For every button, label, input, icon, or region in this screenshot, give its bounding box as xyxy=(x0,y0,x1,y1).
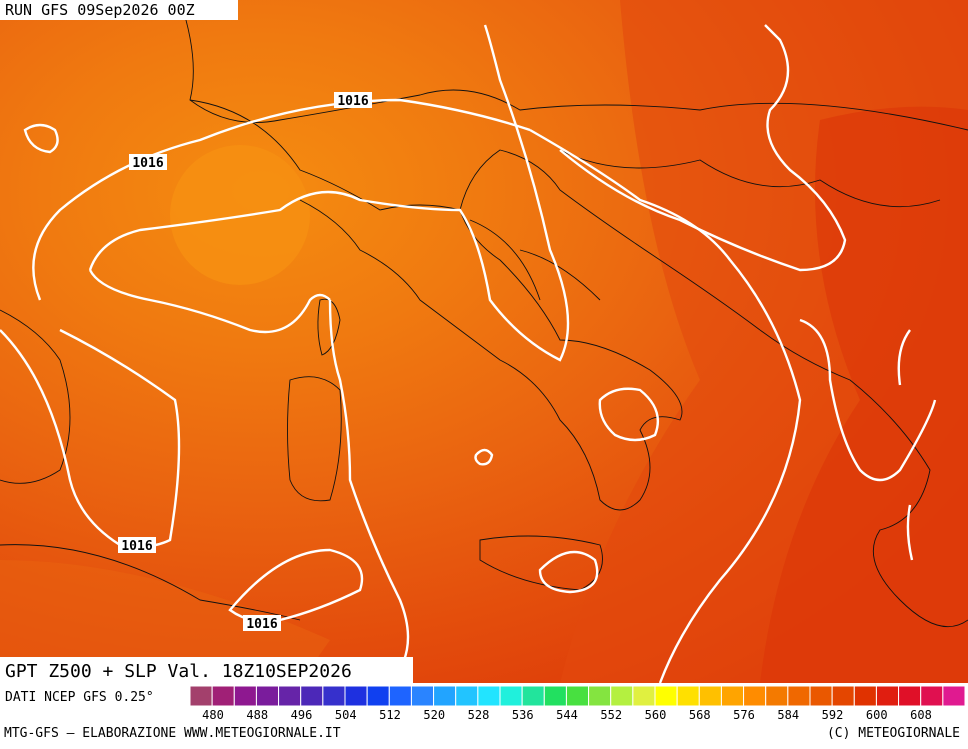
colorbar-swatch xyxy=(433,685,457,707)
colorbar-swatch xyxy=(211,685,235,707)
colorbar-label: 536 xyxy=(512,708,534,722)
isobar-label: 1016 xyxy=(121,539,152,554)
colorbar-label: 576 xyxy=(733,708,755,722)
colorbar-swatch xyxy=(632,685,656,707)
colorbar-label: 568 xyxy=(689,708,711,722)
colorbar-swatch xyxy=(366,685,390,707)
colorbar-swatch xyxy=(189,685,213,707)
isobar-label-box xyxy=(243,615,281,631)
colorbar-swatch xyxy=(255,685,280,707)
isobar-label: 1016 xyxy=(246,617,277,632)
colorbar-swatch xyxy=(410,685,435,707)
field-band xyxy=(170,145,310,285)
colorbar-label: 608 xyxy=(910,708,932,722)
colorbar-swatch xyxy=(809,685,833,707)
colorbar-swatch xyxy=(388,685,412,707)
copyright: (C) METEOGIORNALE xyxy=(827,726,960,741)
colorbar-swatch xyxy=(787,685,811,707)
isobar-label-box xyxy=(129,154,167,170)
field-band xyxy=(0,560,330,683)
colorbar-swatch xyxy=(322,685,346,707)
colorbar-label: 520 xyxy=(423,708,445,722)
colorbar-swatch xyxy=(344,685,368,707)
colorbar-swatch xyxy=(875,685,900,707)
colorbar-swatch xyxy=(743,685,767,707)
colorbar-swatch xyxy=(920,685,944,707)
run-label: RUN GFS 09Sep2026 00Z xyxy=(5,1,195,19)
isobar-label: 1016 xyxy=(337,94,368,109)
colorbar-swatch xyxy=(499,685,523,707)
colorbar-label: 552 xyxy=(600,708,622,722)
colorbar-swatch xyxy=(477,685,501,707)
colorbar-swatch xyxy=(278,685,302,707)
colorbar-label: 496 xyxy=(291,708,313,722)
run-box xyxy=(0,0,238,20)
coastlines xyxy=(0,0,968,628)
colorbar-swatch xyxy=(853,685,877,707)
colorbar-swatch xyxy=(300,685,324,707)
colorbar-swatch xyxy=(233,685,257,707)
colorbar: 480 488 496 504 512 520 528 536 544 552 560 568 576 5… xyxy=(189,685,966,722)
colorbar-label: 560 xyxy=(645,708,667,722)
credit: MTG-GFS – ELABORAZIONE WWW.METEOGIORNALE… xyxy=(4,726,341,741)
colorbar-label: 512 xyxy=(379,708,401,722)
colorbar-label: 592 xyxy=(822,708,844,722)
isobar-label-box xyxy=(334,92,372,108)
colorbar-swatch xyxy=(521,685,545,707)
colorbar-label: 584 xyxy=(777,708,799,722)
colorbar-swatch xyxy=(588,685,612,707)
colorbar-label: 528 xyxy=(468,708,490,722)
colorbar-swatch xyxy=(831,685,855,707)
colorbar-swatch xyxy=(610,685,634,707)
colorbar-label: 544 xyxy=(556,708,578,722)
field-band xyxy=(760,106,968,683)
colorbar-label: 480 xyxy=(202,708,224,722)
colorbar-swatch xyxy=(942,685,966,707)
title-box xyxy=(0,657,413,683)
colorbar-swatch xyxy=(543,685,567,707)
colorbar-swatch xyxy=(765,685,789,707)
colorbar-swatch xyxy=(565,685,590,707)
colorbar-swatch xyxy=(720,685,745,707)
colorbar-label: 488 xyxy=(246,708,268,722)
colorbar-swatch xyxy=(698,685,722,707)
colorbar-label: 600 xyxy=(866,708,888,722)
colorbar-swatch xyxy=(455,685,479,707)
isobar-label: 1016 xyxy=(132,156,163,171)
colorbar-swatch xyxy=(898,685,922,707)
map-title: GPT Z500 + SLP Val. 18Z10SEP2026 xyxy=(5,661,352,682)
isobar-labels: 1016 1016 1016 1016 xyxy=(118,92,372,632)
colorbar-label: 504 xyxy=(335,708,357,722)
data-source: DATI NCEP GFS 0.25° xyxy=(5,690,154,705)
colorbar-swatch xyxy=(654,685,678,707)
isobar-label-box xyxy=(118,537,156,553)
colorbar-swatch xyxy=(676,685,700,707)
